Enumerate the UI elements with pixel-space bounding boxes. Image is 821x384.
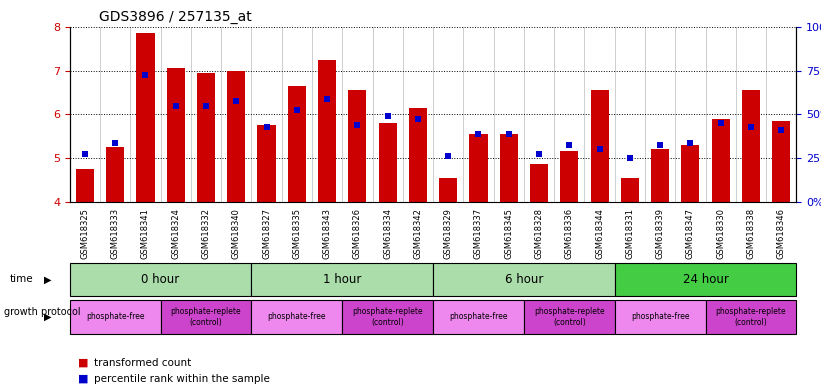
Text: ▶: ▶: [44, 274, 52, 285]
Bar: [773, 121, 791, 202]
Text: growth protocol: growth protocol: [4, 307, 80, 317]
Text: phosphate-replete
(control): phosphate-replete (control): [171, 307, 241, 326]
Bar: [136, 33, 154, 202]
Bar: [227, 71, 245, 202]
Bar: [76, 169, 94, 202]
Text: time: time: [10, 274, 34, 285]
Bar: [348, 90, 366, 202]
Text: ▶: ▶: [44, 312, 52, 322]
Bar: [470, 134, 488, 202]
Bar: [742, 90, 760, 202]
Bar: [167, 68, 185, 202]
Bar: [258, 125, 276, 202]
Text: 1 hour: 1 hour: [323, 273, 361, 286]
Text: 6 hour: 6 hour: [505, 273, 543, 286]
Text: 24 hour: 24 hour: [682, 273, 728, 286]
Bar: [106, 147, 124, 202]
Bar: [621, 177, 639, 202]
Bar: [439, 177, 457, 202]
Text: phosphate-free: phosphate-free: [268, 312, 326, 321]
Text: phosphate-replete
(control): phosphate-replete (control): [352, 307, 423, 326]
Text: phosphate-replete
(control): phosphate-replete (control): [534, 307, 604, 326]
Text: phosphate-free: phosphate-free: [631, 312, 690, 321]
Text: 0 hour: 0 hour: [141, 273, 180, 286]
Bar: [560, 151, 579, 202]
Bar: [530, 164, 548, 202]
Bar: [500, 134, 518, 202]
Text: phosphate-free: phosphate-free: [86, 312, 144, 321]
Text: phosphate-free: phosphate-free: [449, 312, 507, 321]
Text: GDS3896 / 257135_at: GDS3896 / 257135_at: [99, 10, 251, 23]
Bar: [318, 60, 337, 202]
Bar: [712, 119, 730, 202]
Bar: [197, 73, 215, 202]
Bar: [378, 123, 397, 202]
Text: ■: ■: [78, 358, 89, 368]
Bar: [288, 86, 306, 202]
Text: phosphate-replete
(control): phosphate-replete (control): [716, 307, 787, 326]
Text: percentile rank within the sample: percentile rank within the sample: [94, 374, 270, 384]
Text: transformed count: transformed count: [94, 358, 191, 368]
Bar: [590, 90, 608, 202]
Bar: [651, 149, 669, 202]
Bar: [409, 108, 427, 202]
Bar: [681, 145, 699, 202]
Text: ■: ■: [78, 374, 89, 384]
